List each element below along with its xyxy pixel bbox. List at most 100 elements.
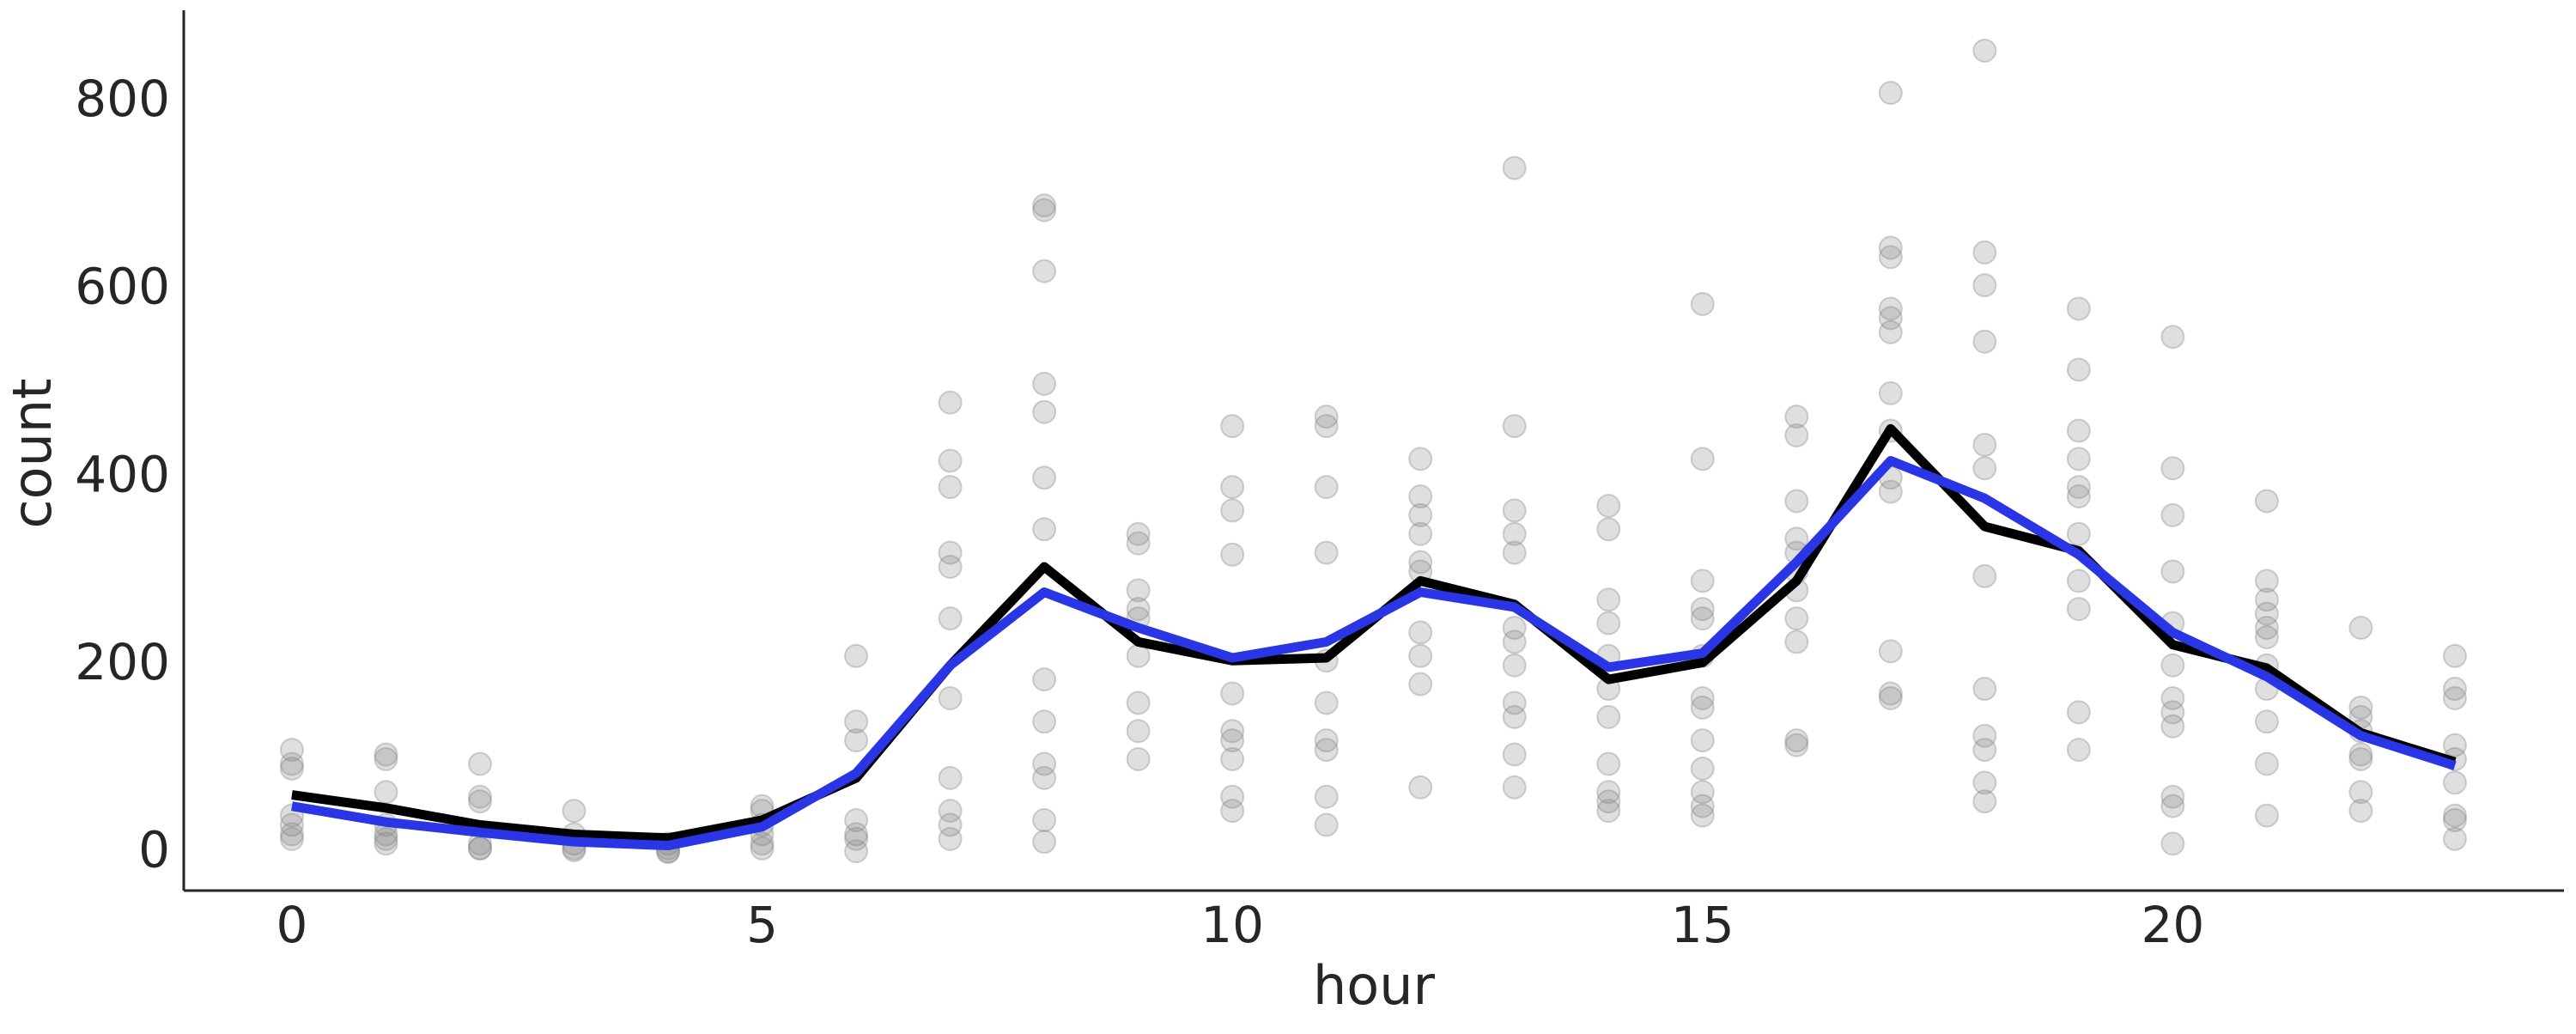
data-point [1972, 432, 1997, 457]
data-point [1502, 414, 1527, 439]
data-point [279, 822, 304, 847]
data-point [1220, 784, 1245, 809]
data-point [1126, 578, 1151, 603]
data-point [1972, 723, 1997, 748]
data-point [844, 822, 869, 847]
data-point [1408, 620, 1433, 645]
data-point [2442, 733, 2467, 757]
data-point [2160, 831, 2185, 856]
data-point [938, 685, 963, 710]
data-point [1032, 193, 1057, 218]
data-point [2066, 447, 2091, 471]
data-point [1032, 371, 1057, 396]
x-tick-label: 5 [746, 896, 778, 954]
data-point [2066, 569, 2091, 593]
data-point [1220, 542, 1245, 567]
data-point [1690, 695, 1715, 720]
data-point [2160, 559, 2185, 584]
data-point [938, 799, 963, 824]
data-point [1126, 597, 1151, 622]
data-point [1784, 606, 1809, 631]
x-tick-label: 10 [1200, 896, 1264, 954]
data-point [844, 826, 869, 851]
data-point [1878, 479, 1903, 504]
data-point [1690, 794, 1715, 818]
data-point [2066, 700, 2091, 725]
y-tick-label: 800 [75, 70, 170, 128]
data-point [1972, 677, 1997, 702]
data-point [1314, 540, 1339, 565]
data-point [1596, 780, 1621, 805]
data-point [279, 756, 304, 781]
data-point [2160, 784, 2185, 809]
data-point [1972, 273, 1997, 298]
data-point [2160, 653, 2185, 678]
data-point [2160, 794, 2185, 818]
data-point [750, 831, 775, 856]
data-point [1972, 563, 1997, 588]
data-point [1314, 414, 1339, 439]
data-point [2348, 780, 2373, 805]
tick-layer: 0 200 400 600 800 0 5 10 15 20 [75, 70, 2204, 954]
data-point [1502, 616, 1527, 641]
data-point [467, 789, 492, 814]
data-point [2066, 521, 2091, 546]
data-point [1032, 808, 1057, 833]
data-point [2254, 569, 2279, 593]
data-point [1878, 319, 1903, 344]
data-point [2254, 601, 2279, 626]
data-point [2160, 502, 2185, 527]
data-point [279, 812, 304, 837]
data-point [938, 812, 963, 837]
data-point [279, 738, 304, 763]
data-point [2066, 484, 2091, 509]
data-point [1126, 521, 1151, 546]
data-point [1878, 639, 1903, 664]
data-point [1126, 690, 1151, 715]
data-point [1878, 681, 1903, 706]
data-point [1878, 380, 1903, 405]
data-point [2442, 685, 2467, 710]
y-tick-label: 400 [75, 445, 170, 503]
data-point [562, 799, 586, 824]
y-tick-label: 200 [75, 633, 170, 691]
data-point [2442, 808, 2467, 833]
data-point [1502, 630, 1527, 654]
data-point [1502, 704, 1527, 729]
data-point [1596, 789, 1621, 814]
data-point [1690, 685, 1715, 710]
data-point [2442, 826, 2467, 851]
data-point [1502, 653, 1527, 678]
data-point [2254, 803, 2279, 828]
data-point [374, 826, 398, 851]
data-point [2442, 770, 2467, 795]
data-point [1878, 81, 1903, 106]
data-point [1502, 742, 1527, 767]
data-point [2160, 456, 2185, 481]
data-point [1032, 830, 1057, 855]
data-point [1408, 447, 1433, 471]
data-point [1502, 540, 1527, 565]
data-point [2160, 700, 2185, 725]
data-point [1314, 784, 1339, 809]
data-point [279, 751, 304, 776]
line-series [291, 423, 2457, 843]
data-point [844, 839, 869, 864]
data-point [938, 390, 963, 415]
data-point [1878, 685, 1903, 710]
data-point [467, 784, 492, 809]
data-point [2160, 685, 2185, 710]
data-point [1032, 709, 1057, 734]
data-point [1878, 306, 1903, 331]
data-point [1972, 738, 1997, 763]
data-point [1502, 498, 1527, 523]
data-point [1690, 803, 1715, 828]
data-point [1032, 258, 1057, 283]
data-point [1502, 521, 1527, 546]
data-point [1502, 690, 1527, 715]
data-point [1220, 475, 1245, 500]
data-point [1972, 456, 1997, 481]
y-tick-label: 0 [138, 820, 170, 879]
data-point [2348, 742, 2373, 767]
